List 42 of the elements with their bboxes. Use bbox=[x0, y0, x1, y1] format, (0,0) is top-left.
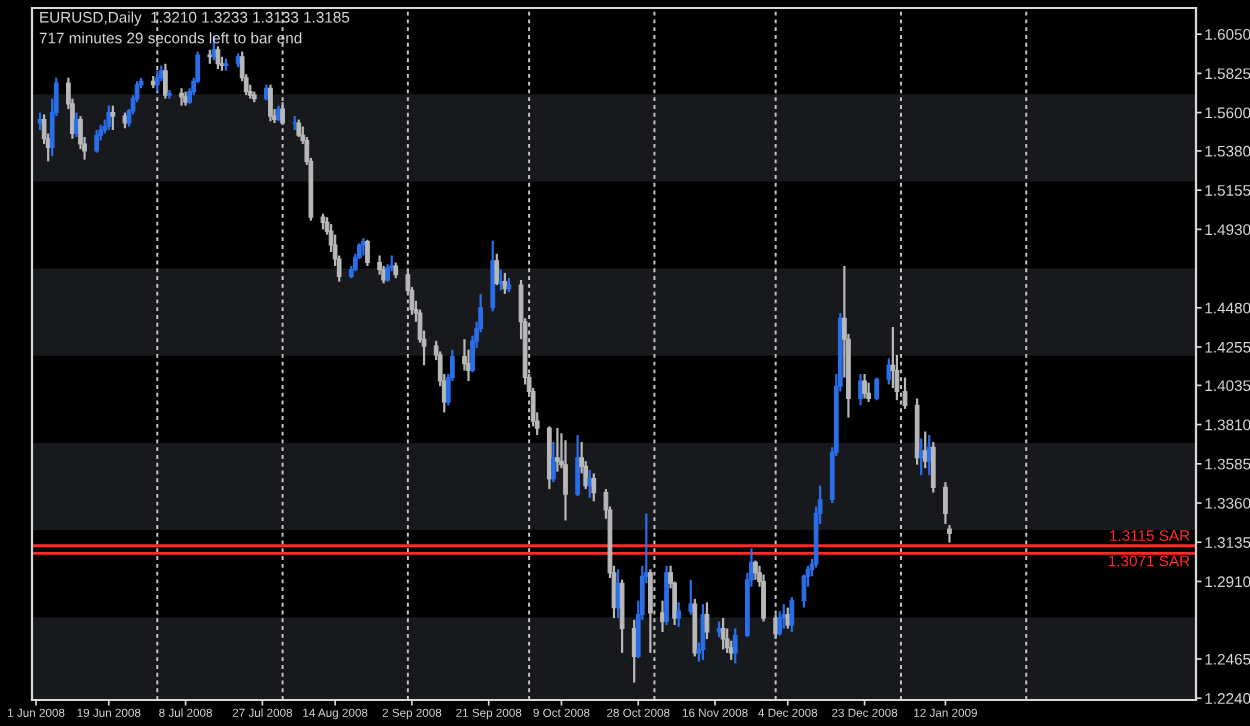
candlestick bbox=[874, 376, 880, 402]
candlestick bbox=[619, 578, 625, 655]
candlestick bbox=[555, 426, 560, 473]
candlestick bbox=[761, 573, 766, 623]
candlestick bbox=[377, 254, 382, 276]
candlestick bbox=[676, 601, 682, 628]
candlestick bbox=[789, 596, 795, 634]
candlestick bbox=[110, 104, 116, 132]
candlestick bbox=[268, 83, 273, 123]
candlestick bbox=[753, 559, 758, 581]
candlestick bbox=[179, 87, 184, 107]
candlestick bbox=[777, 609, 783, 637]
candlestick bbox=[575, 433, 580, 498]
candlestick bbox=[490, 239, 496, 313]
candlestick bbox=[648, 568, 653, 655]
candlestick bbox=[688, 578, 694, 616]
candlestick bbox=[494, 252, 500, 287]
candlestick bbox=[365, 238, 370, 268]
candlestick bbox=[720, 616, 726, 651]
candlestick bbox=[361, 236, 366, 257]
candlestick bbox=[781, 603, 787, 630]
candlestick bbox=[215, 45, 221, 71]
candlestick bbox=[163, 62, 168, 100]
candlestick bbox=[732, 627, 738, 665]
candlestick bbox=[280, 101, 285, 126]
candlestick bbox=[94, 128, 100, 154]
candlestick bbox=[943, 481, 948, 526]
candlestick bbox=[591, 472, 597, 503]
candlestick bbox=[930, 440, 936, 494]
candlestick bbox=[563, 439, 568, 522]
candlestick bbox=[167, 88, 172, 100]
candlestick bbox=[862, 372, 867, 400]
candlestick bbox=[704, 601, 710, 641]
candlestick bbox=[551, 440, 556, 484]
candlestick bbox=[106, 104, 112, 132]
candlestick bbox=[858, 372, 863, 407]
candlestick bbox=[886, 357, 892, 386]
candlestick bbox=[947, 524, 952, 544]
candlestick bbox=[866, 381, 871, 404]
candlestick bbox=[700, 603, 706, 662]
candlestick bbox=[502, 271, 508, 295]
candlestick bbox=[801, 573, 807, 609]
